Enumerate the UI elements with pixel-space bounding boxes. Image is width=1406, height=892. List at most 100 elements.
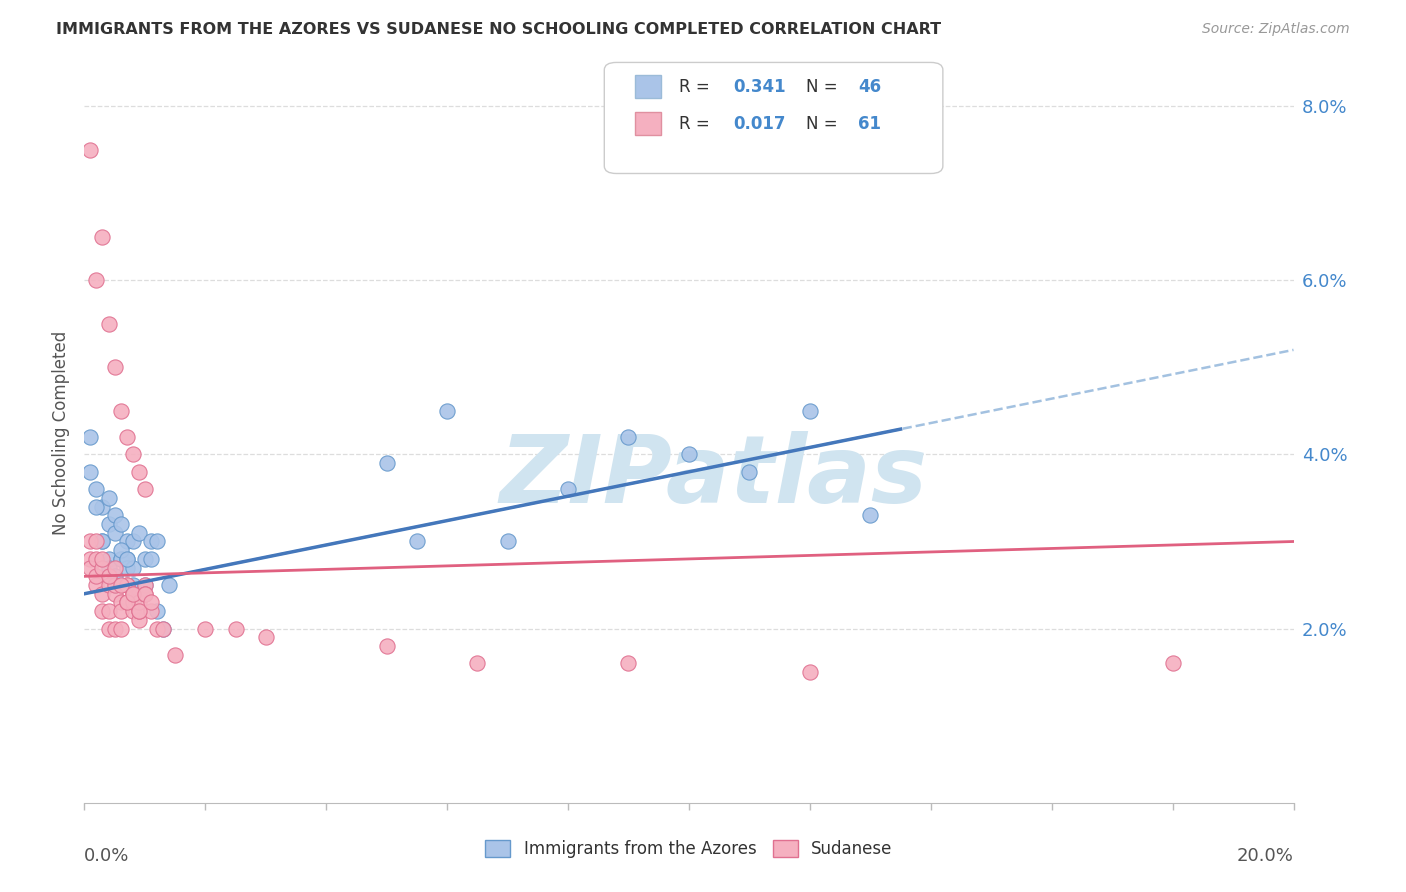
Text: 0.341: 0.341: [734, 78, 786, 95]
Point: [79, 552, 101, 566]
Point: [91, 534, 114, 549]
Point: [86, 578, 108, 592]
Point: [225, 622, 247, 636]
Point: [121, 578, 143, 592]
Point: [121, 587, 143, 601]
Point: [104, 622, 127, 636]
Point: [194, 622, 217, 636]
Point: [91, 500, 114, 514]
Point: [91, 229, 114, 244]
Legend: Immigrants from the Azores, Sudanese: Immigrants from the Azores, Sudanese: [478, 833, 900, 865]
Point: [436, 404, 458, 418]
Point: [406, 534, 429, 549]
Point: [121, 560, 143, 574]
Point: [128, 613, 150, 627]
Point: [86, 569, 108, 583]
Point: [86, 552, 108, 566]
Text: 0.017: 0.017: [734, 114, 786, 133]
Text: 46: 46: [858, 78, 882, 95]
Point: [139, 595, 162, 609]
Point: [79, 560, 101, 574]
Point: [86, 482, 108, 496]
Point: [617, 657, 640, 671]
Point: [128, 587, 150, 601]
Point: [115, 578, 138, 592]
Point: [91, 604, 114, 618]
Text: Source: ZipAtlas.com: Source: ZipAtlas.com: [1202, 22, 1350, 37]
Point: [115, 595, 138, 609]
Point: [97, 604, 120, 618]
Point: [104, 360, 127, 375]
Point: [157, 578, 180, 592]
Point: [110, 595, 132, 609]
Text: 61: 61: [858, 114, 882, 133]
Point: [104, 508, 127, 523]
Point: [97, 622, 120, 636]
Point: [152, 622, 174, 636]
FancyBboxPatch shape: [634, 75, 661, 98]
Y-axis label: No Schooling Completed: No Schooling Completed: [52, 331, 70, 534]
Point: [121, 595, 143, 609]
Point: [110, 622, 132, 636]
Text: R =: R =: [679, 114, 716, 133]
Point: [86, 534, 108, 549]
Point: [467, 657, 489, 671]
Point: [254, 630, 277, 644]
Point: [121, 447, 143, 461]
Point: [110, 552, 132, 566]
Point: [86, 273, 108, 287]
Point: [121, 604, 143, 618]
FancyBboxPatch shape: [605, 62, 943, 173]
Point: [121, 534, 143, 549]
Point: [110, 404, 132, 418]
Point: [115, 430, 138, 444]
Point: [859, 508, 882, 523]
Point: [165, 648, 187, 662]
Point: [115, 534, 138, 549]
Point: [128, 604, 150, 618]
Point: [79, 143, 101, 157]
Text: R =: R =: [679, 78, 716, 95]
Text: 0.0%: 0.0%: [84, 847, 129, 865]
Point: [91, 534, 114, 549]
Point: [121, 587, 143, 601]
Point: [110, 604, 132, 618]
Text: 20.0%: 20.0%: [1237, 847, 1294, 865]
Point: [97, 560, 120, 574]
Point: [146, 604, 169, 618]
Point: [134, 482, 156, 496]
Point: [91, 560, 114, 574]
Point: [115, 552, 138, 566]
Point: [139, 534, 162, 549]
Point: [97, 569, 120, 583]
Point: [97, 517, 120, 532]
Point: [97, 491, 120, 505]
Point: [128, 604, 150, 618]
Point: [1161, 657, 1184, 671]
Point: [104, 525, 127, 540]
Point: [134, 552, 156, 566]
Point: [139, 604, 162, 618]
Point: [375, 456, 398, 470]
Text: ZIPatlas: ZIPatlas: [499, 431, 927, 523]
Point: [91, 587, 114, 601]
Point: [678, 447, 700, 461]
Point: [110, 543, 132, 558]
Point: [104, 587, 127, 601]
Point: [115, 578, 138, 592]
Text: IMMIGRANTS FROM THE AZORES VS SUDANESE NO SCHOOLING COMPLETED CORRELATION CHART: IMMIGRANTS FROM THE AZORES VS SUDANESE N…: [56, 22, 942, 37]
Point: [115, 595, 138, 609]
Point: [79, 534, 101, 549]
Point: [617, 430, 640, 444]
FancyBboxPatch shape: [634, 112, 661, 135]
Point: [79, 465, 101, 479]
Point: [799, 404, 821, 418]
Point: [738, 465, 761, 479]
Point: [79, 430, 101, 444]
Point: [104, 578, 127, 592]
Point: [86, 500, 108, 514]
Point: [375, 639, 398, 653]
Point: [97, 552, 120, 566]
Point: [128, 525, 150, 540]
Point: [115, 552, 138, 566]
